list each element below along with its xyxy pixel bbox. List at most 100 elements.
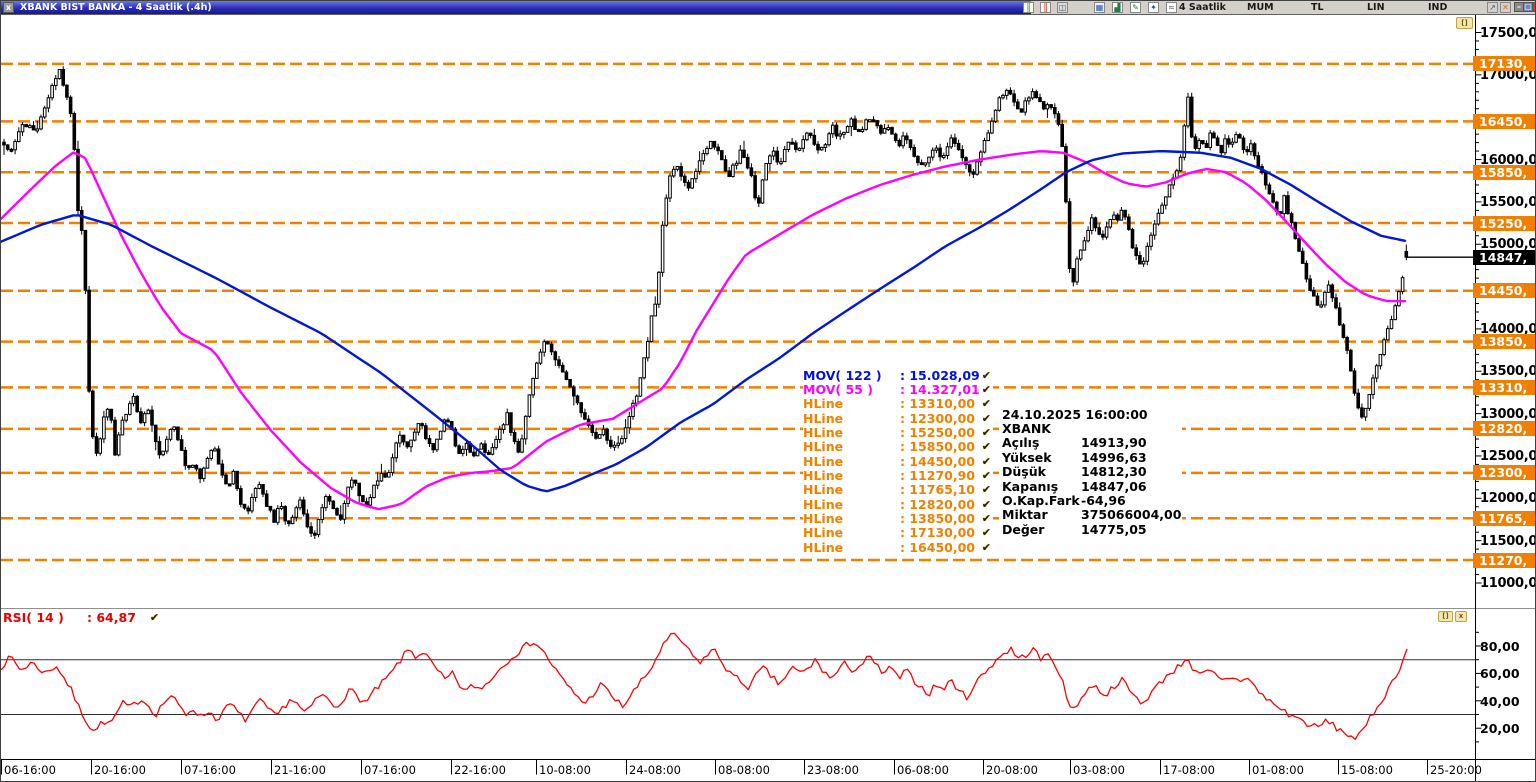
legend-row: HLine : 15850,00 ✔: [803, 439, 993, 455]
legend-check-icon[interactable]: ✔: [981, 483, 991, 497]
legend-check-icon[interactable]: ✔: [981, 426, 991, 440]
price-axis-label: 17500,0: [1480, 25, 1536, 40]
info-row: Yüksek 14996,63: [1002, 450, 1182, 465]
legend-indicator-label: HLine: [803, 525, 844, 541]
legend-row: HLine: 16450,00 ✔: [803, 539, 993, 555]
price-axis-label: 14000,0: [1480, 321, 1536, 336]
legend-indicator-value: : 11765,10: [900, 482, 975, 498]
candlestick-chart-icon[interactable]: ║: [1023, 2, 1034, 13]
time-axis-label: 15-08:00: [1341, 763, 1393, 777]
toolbar-button-lin[interactable]: LIN: [1367, 2, 1385, 13]
legend-check-icon[interactable]: ✔: [981, 397, 991, 411]
price-axis-label: 11000,0: [1480, 576, 1536, 590]
platform-logo-icon[interactable]: ◫: [1057, 2, 1068, 13]
legend-indicator-label: HLine: [803, 439, 844, 455]
rsi-line: [1, 632, 1408, 741]
info-row-label: O.Kap.Fark: [1002, 493, 1080, 509]
tools-icon[interactable]: ✕: [1500, 2, 1511, 13]
info-row-label: Açılış: [1002, 435, 1040, 451]
legend-indicator-label: HLine: [803, 539, 844, 555]
hline-price-badge[interactable]: 15850,: [1473, 164, 1535, 180]
info-row-label: Değer: [1002, 521, 1045, 537]
toolbar-button-mum[interactable]: MUM: [1247, 2, 1274, 13]
legend-check-icon[interactable]: ✔: [981, 469, 991, 483]
info-row: Açılış 14913,90: [1002, 435, 1182, 451]
indicator-wave-icon[interactable]: ≈: [1166, 2, 1177, 13]
legend-indicator-label: HLine: [803, 468, 844, 484]
toolbar-button-ind[interactable]: IND: [1428, 2, 1448, 13]
legend-check-icon[interactable]: ✔: [981, 540, 991, 554]
main-pane-maximize-button[interactable]: []: [1456, 17, 1473, 29]
time-axis-label: 07-16:00: [184, 763, 236, 777]
hline-price-badge[interactable]: 13850,: [1473, 334, 1535, 350]
hline-price-badge[interactable]: 15250,: [1473, 215, 1535, 231]
hline-price-badge[interactable]: 11270,: [1473, 552, 1535, 568]
bar-chart-icon[interactable]: ║: [1040, 2, 1051, 13]
legend-indicator-label: HLine: [803, 496, 844, 512]
legend-indicator-label: MOV( 55 ): [803, 382, 873, 398]
legend-row: HLine: 14450,00 ✔: [803, 453, 993, 469]
close-button[interactable]: ×: [1532, 2, 1535, 12]
info-row-value: 14812,30: [1081, 464, 1147, 480]
price-axis-label: 15000,0: [1480, 237, 1536, 252]
legend-indicator-value: : 15850,00: [900, 439, 975, 455]
legend-row: HLine: 13310,00 ✔: [803, 396, 993, 411]
info-row-value: 14847,06: [1081, 478, 1147, 494]
last-price-badge: 14847,: [1473, 249, 1535, 265]
legend-indicator-label: HLine: [803, 425, 844, 441]
draw-pencil-icon[interactable]: ✎: [1130, 2, 1141, 13]
info-row: Kapanış 14847,06: [1002, 478, 1182, 494]
legend-check-icon[interactable]: ✔: [981, 454, 991, 468]
toolbar-button-4-saatlik[interactable]: 4 Saatlik: [1179, 2, 1226, 13]
legend-row: HLine: 11765,10 ✔: [803, 482, 993, 498]
legend-check-icon[interactable]: ✔: [981, 497, 991, 511]
time-axis-label: 07-16:00: [364, 763, 416, 777]
price-axis-label: 13500,0: [1480, 364, 1536, 379]
time-axis-label: 25-20:00: [1430, 763, 1482, 777]
legend-check-icon[interactable]: ✔: [981, 383, 991, 397]
legend-row: HLine : 12820,00 ✔: [803, 496, 993, 512]
hline-price-badge[interactable]: 17130,: [1473, 56, 1535, 72]
time-axis-label: 03-08:00: [1073, 763, 1125, 777]
indicator-legend: MOV( 122 ): 15.028,09 ✔ MOV( 55 ): 14.327,…: [803, 368, 993, 555]
title-bar: x XBANK BIST BANKA - 4 Saatlik (.4h) ║ ║ ◫…: [1, 1, 1535, 14]
legend-check-icon[interactable]: ✔: [981, 526, 991, 540]
title-bar-gradient: [1, 1, 1031, 14]
hline-price-badge[interactable]: 12300,: [1473, 465, 1535, 481]
mixed-chart-icon[interactable]: ▟: [1112, 2, 1123, 13]
info-row: Düşük 14812,30: [1002, 464, 1182, 480]
chart-close-icon[interactable]: x: [3, 2, 14, 13]
hline-price-badge[interactable]: 11765,: [1473, 510, 1535, 526]
legend-indicator-value: : 12820,00: [900, 496, 975, 512]
legend-check-icon[interactable]: ✔: [981, 440, 991, 454]
time-axis-label: 17-08:00: [1163, 763, 1215, 777]
legend-check-icon[interactable]: ✔: [981, 368, 991, 382]
link-arrow-icon[interactable]: ↗: [1487, 2, 1498, 13]
rsi-pane-close-button[interactable]: x: [1455, 611, 1467, 622]
info-row-label: Miktar: [1002, 507, 1048, 523]
rsi-axis-label: 80,00: [1480, 639, 1520, 654]
legend-check-icon[interactable]: ✔: [981, 512, 991, 526]
quote-grid-icon[interactable]: ▦: [1094, 2, 1105, 13]
compass-icon[interactable]: ✦: [1148, 2, 1159, 13]
time-axis-label: 20-16:00: [94, 763, 146, 777]
hline-price-badge[interactable]: 16450,: [1473, 113, 1535, 129]
legend-indicator-label: HLine: [803, 453, 844, 469]
legend-indicator-value: : 14.327,01: [900, 382, 980, 398]
hline-price-badge[interactable]: 13310,: [1473, 379, 1535, 395]
hline-price-badge[interactable]: 14450,: [1473, 283, 1535, 299]
legend-row: HLine: 12300,00 ✔: [803, 411, 993, 426]
rsi-label: RSI( 14 ): [3, 610, 64, 625]
time-axis-label: 24-08:00: [629, 763, 681, 777]
rsi-pane-maximize-button[interactable]: []: [1438, 611, 1453, 622]
toolbar-button-tl[interactable]: TL: [1311, 2, 1324, 13]
time-axis-label: 10-08:00: [539, 763, 591, 777]
legend-row: HLine: 11270,90 ✔: [803, 468, 993, 484]
rsi-axis-label: 40,00: [1480, 693, 1520, 709]
legend-check-icon[interactable]: ✔: [981, 411, 991, 425]
rsi-check-icon[interactable]: ✔: [149, 611, 160, 624]
hline-price-badge[interactable]: 12820,: [1473, 421, 1535, 437]
time-axis-label: 21-16:00: [274, 763, 326, 777]
time-axis-label: 01-08:00: [1252, 763, 1304, 777]
